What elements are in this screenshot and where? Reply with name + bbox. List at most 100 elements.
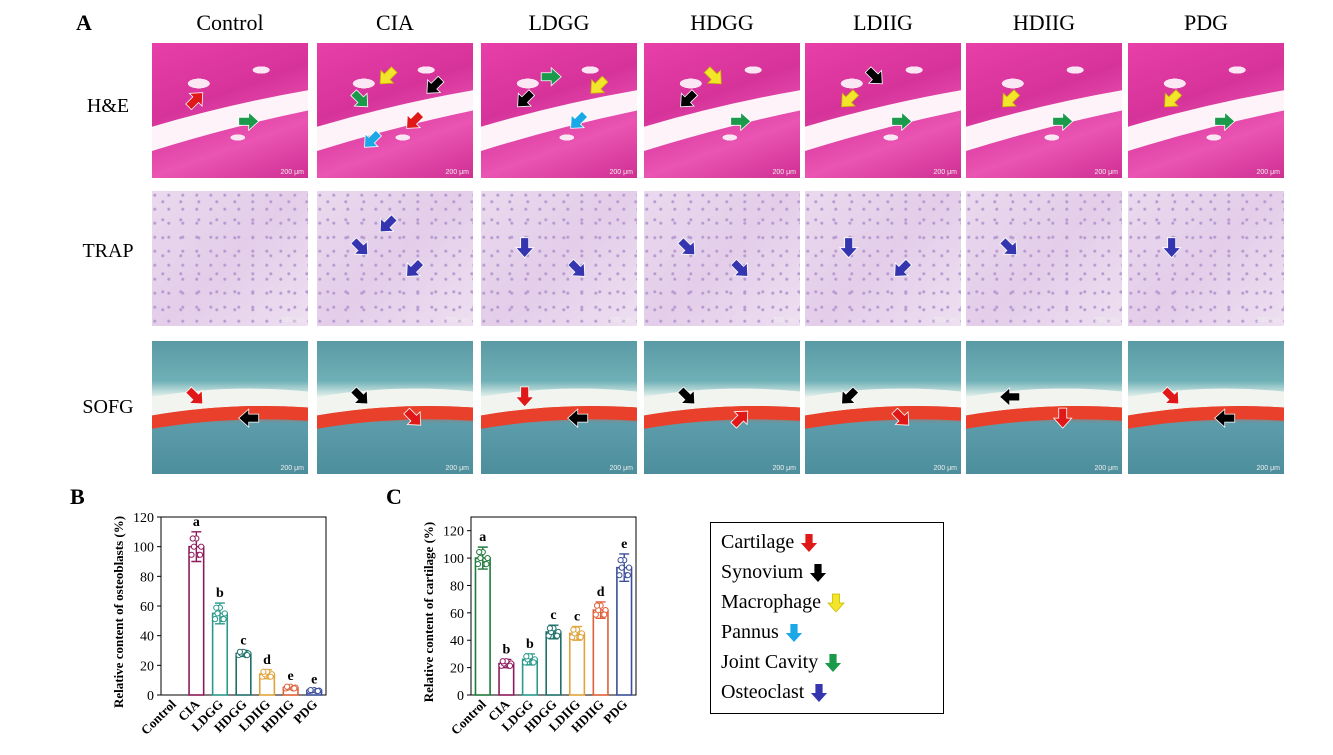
data-point-hdiig [283, 683, 291, 690]
data-point-control [474, 561, 482, 568]
data-point-cia [499, 658, 506, 665]
data-point-control [483, 561, 490, 568]
x-tick-label-control: Control [448, 696, 489, 737]
data-point-pdg [625, 564, 633, 571]
bar-cia [188, 545, 205, 696]
data-point-pdg [307, 686, 314, 694]
synovium-arrow-icon [999, 386, 1021, 407]
scale-bar-label: 200 μm [772, 465, 797, 472]
y-tick-label: 0 [147, 689, 154, 704]
legend-label: Cartilage [721, 531, 795, 553]
data-point-cia [188, 551, 195, 558]
plot-frame [160, 516, 327, 696]
sofg-micrograph-ldgg: 200 μm [481, 341, 637, 474]
data-point-pdg [618, 564, 625, 571]
osteoclast-arrow-icon [999, 237, 1018, 256]
arrow-legend: Cartilage Synovium Macrophage Pannus Joint C… [710, 522, 944, 714]
trap-micrograph-cia: 200 μm [317, 191, 473, 326]
scale-bar-label: 200 μm [933, 317, 958, 324]
macrophage-arrow-icon [841, 89, 860, 108]
macrophage-arrow-icon [590, 75, 609, 94]
y-tick-label: 60 [450, 607, 464, 622]
data-point-cia [198, 543, 205, 550]
macrophage-arrow-icon [827, 594, 845, 613]
synovium-arrow-icon [680, 89, 699, 108]
data-point-ldiig [260, 668, 267, 675]
data-point-pdg [616, 572, 623, 579]
scale-bar-label: 200 μm [609, 317, 634, 324]
y-tick-label: 40 [140, 630, 154, 645]
synovium-arrow-icon [864, 66, 883, 85]
scale-bar-label: 200 μm [1256, 169, 1281, 176]
osteoclast-arrow-icon [894, 258, 913, 277]
bar-chart-svg: 0 20 40 60 80 100 120 Relative content of osteo… [111, 511, 327, 738]
cartilage-arrow-icon [891, 407, 910, 426]
scale-bar-label: 200 μm [933, 465, 958, 472]
joint-cavity-arrow-icon [350, 89, 369, 108]
significance-letter-hdgg: c [550, 608, 556, 623]
osteoclast-arrow-icon [838, 237, 859, 259]
scale-bar-label: 200 μm [280, 169, 305, 176]
he-micrograph-pdg: 200 μm [1128, 43, 1284, 178]
x-tick-label-pdg: PDG [600, 697, 630, 727]
y-tick-label: 120 [443, 525, 464, 540]
legend-label: Macrophage [721, 591, 821, 613]
trap-micrograph-ldgg: 200 μm [481, 191, 637, 326]
significance-letter-hdiig: e [288, 669, 294, 684]
legend-label: Synovium [721, 561, 804, 583]
bar-chart-svg: 0 20 40 60 80 100 120 Relative content of carti… [421, 516, 637, 738]
data-point-ldiig [577, 634, 584, 641]
synovium-arrow-icon [1214, 408, 1236, 429]
data-point-hdiig [601, 611, 608, 618]
trap-micrograph-control: 200 μm [152, 191, 308, 326]
data-point-hdgg [244, 651, 251, 659]
data-point-control [484, 554, 491, 562]
synovium-arrow-icon [841, 386, 860, 405]
sofg-micrograph-cia: 200 μm [317, 341, 473, 474]
column-header-pdg: PDG [1183, 10, 1228, 35]
scale-bar-label: 200 μm [1094, 169, 1119, 176]
joint-cavity-arrow-icon [238, 111, 260, 132]
cartilage-arrow-icon [1052, 407, 1073, 429]
osteoclast-arrow-icon [811, 684, 828, 703]
data-point-ldiig [267, 673, 274, 680]
synovium-arrow-icon [350, 386, 369, 405]
significance-letter-cia: a [193, 515, 200, 530]
cartilage-arrow-icon [514, 386, 535, 408]
data-point-cia [196, 551, 204, 558]
sofg-micrograph-hdiig: 200 μm [966, 341, 1122, 474]
column-header-ldiig: LDIIG [853, 10, 913, 35]
data-point-ldiig [570, 626, 577, 633]
bar-ldgg [211, 612, 229, 696]
scale-bar-label: 200 μm [280, 317, 305, 324]
plot-frame [470, 516, 637, 696]
column-header-ldgg: LDGG [528, 10, 590, 35]
scale-bar-label: 200 μm [772, 317, 797, 324]
data-point-pdg [314, 687, 321, 695]
significance-letter-control: a [479, 530, 486, 545]
bar-control [474, 557, 491, 696]
sofg-micrograph-control: 200 μm [152, 341, 308, 474]
row-label-h-e: H&E [86, 95, 130, 117]
y-tick-label: 100 [443, 552, 464, 567]
data-point-ldgg [214, 610, 221, 617]
significance-letter-pdg: e [621, 537, 627, 552]
y-tick-label: 80 [450, 579, 464, 594]
scale-bar-label: 200 μm [1094, 317, 1119, 324]
data-point-ldgg [530, 659, 537, 666]
legend-item-synovium: Synovium [721, 561, 827, 584]
cartilage-arrow-icon [801, 534, 818, 553]
osteoclast-arrow-icon [677, 237, 696, 256]
data-point-hdgg [554, 632, 561, 639]
joint-cavity-arrow-icon [891, 111, 913, 132]
scale-bar-label: 200 μm [609, 465, 634, 472]
synovium-arrow-icon [517, 89, 536, 108]
synovium-arrow-icon [426, 75, 445, 94]
panel-b-label: B [70, 484, 85, 509]
column-header-control: Control [196, 10, 264, 35]
scale-bar-label: 200 μm [445, 169, 470, 176]
column-header-cia: CIA [376, 10, 414, 35]
data-point-pdg [624, 572, 631, 579]
data-point-ldgg [523, 653, 530, 660]
bar-hdgg [545, 631, 562, 696]
